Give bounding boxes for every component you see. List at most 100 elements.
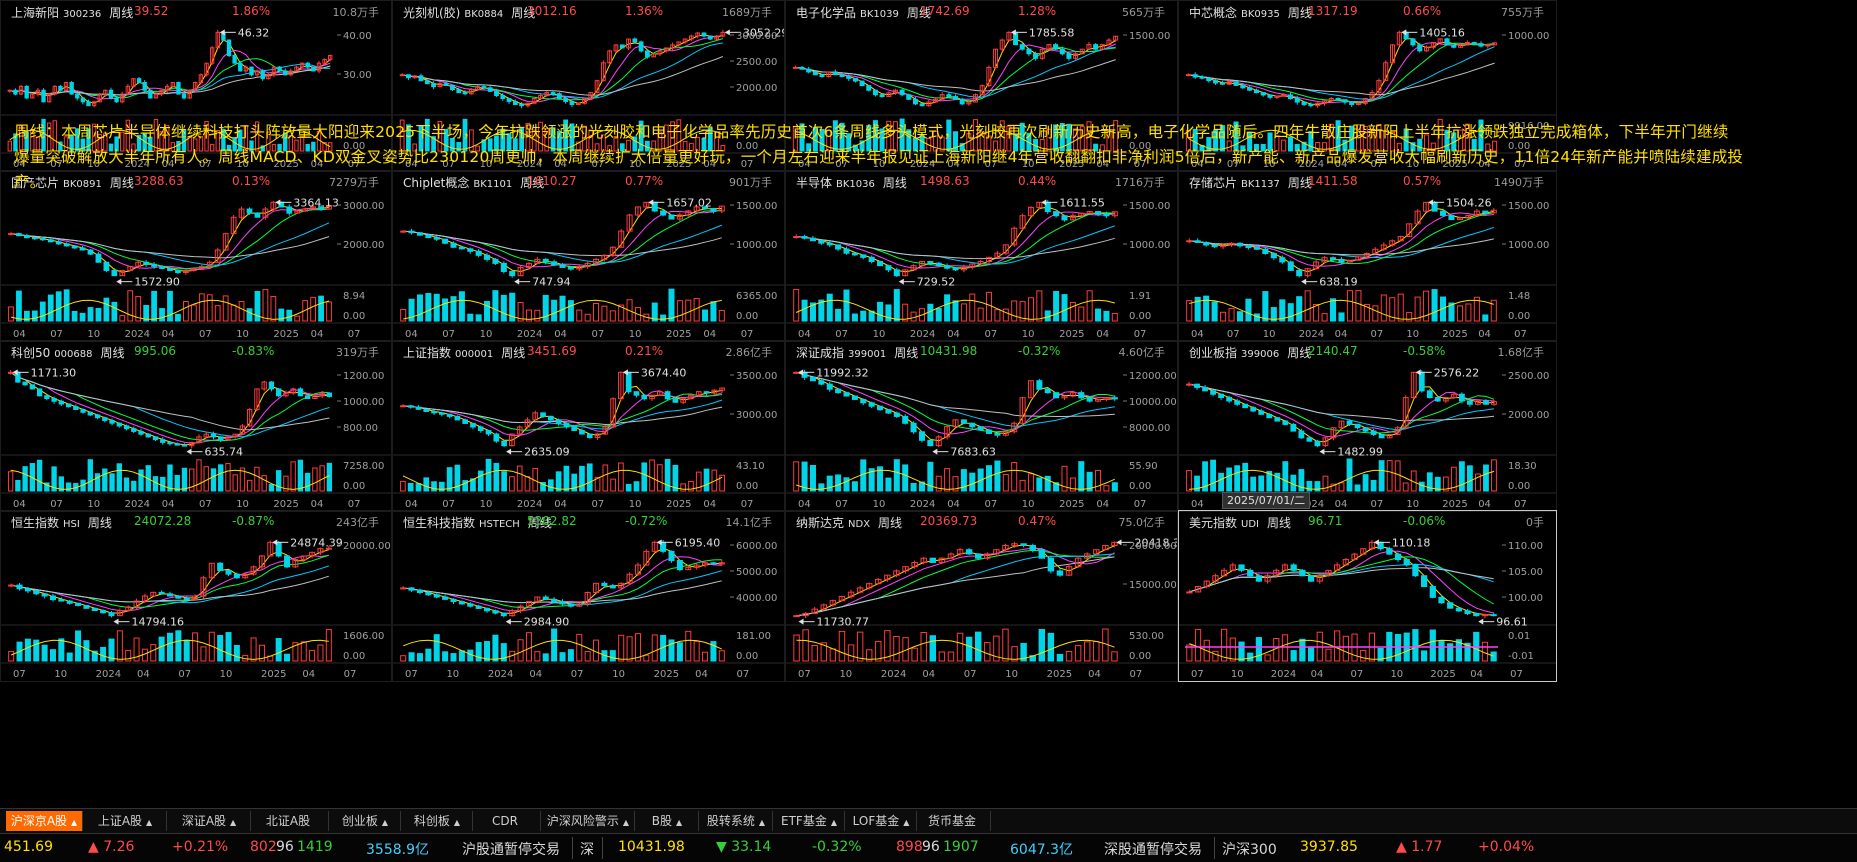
volume-bar bbox=[1362, 126, 1368, 152]
volume-bar bbox=[305, 143, 310, 152]
volume-bar bbox=[462, 118, 468, 152]
tab-dropdown-icon[interactable]: ▲ bbox=[758, 818, 766, 827]
tab-dropdown-icon[interactable]: ▲ bbox=[830, 818, 837, 827]
candle bbox=[1338, 420, 1345, 429]
chart-panel[interactable]: 24874.39 14794.16 20000.00 1606.00 0.00 07 10 2… bbox=[0, 510, 392, 682]
time-axis-label: 07 bbox=[344, 669, 357, 680]
chart-panel[interactable]: 11992.32 7683.63 12000.00 10000.00 8000.00 55… bbox=[785, 340, 1178, 512]
tab-3[interactable]: 北证A股 bbox=[252, 811, 329, 831]
candle bbox=[1424, 46, 1430, 52]
code-text: NDX bbox=[848, 519, 871, 530]
tab-6[interactable]: CDR bbox=[474, 811, 541, 831]
candle bbox=[249, 66, 254, 76]
candle bbox=[425, 591, 432, 596]
price-axis-label: 2000.00 bbox=[1508, 410, 1549, 421]
candle bbox=[423, 408, 430, 412]
tab-dropdown-icon[interactable]: ▲ bbox=[903, 818, 910, 827]
period-text: 周线 bbox=[894, 346, 919, 360]
candle bbox=[910, 265, 917, 271]
tab-8[interactable]: B股 ▲ bbox=[636, 811, 699, 831]
sh-connect-notice[interactable]: 沪股通暂停交易 bbox=[462, 842, 560, 858]
chart-panel[interactable]: 1405.16 1000.00 9916.00 0.00 04 07 10 2024 04 07 1… bbox=[1178, 0, 1557, 172]
chart-panel[interactable]: 1504.26 638.19 1500.00 1000.00 1.48 0.00 04 07 1… bbox=[1178, 170, 1557, 342]
candle bbox=[71, 245, 78, 249]
volume-bar bbox=[1346, 290, 1353, 322]
volume-bar bbox=[233, 644, 240, 662]
tab-9[interactable]: 股转系统 ▲ bbox=[700, 811, 773, 831]
candle bbox=[1194, 586, 1202, 593]
time-axis-label: 07 bbox=[1134, 159, 1147, 170]
candle bbox=[1414, 210, 1421, 225]
tab-10[interactable]: ETF基金 ▲ bbox=[774, 811, 845, 831]
candle bbox=[1403, 559, 1410, 566]
candle bbox=[610, 398, 616, 428]
tab-dropdown-icon[interactable]: ▲ bbox=[146, 818, 153, 827]
tab-2[interactable]: 深证A股 ▲ bbox=[168, 811, 251, 831]
volume-bar bbox=[1282, 461, 1289, 492]
volume-bar bbox=[1444, 129, 1450, 152]
time-axis-label: 07 bbox=[737, 669, 750, 680]
chart-panel[interactable]: 3674.40 2635.09 3500.00 3000.00 43.10 0.00 04 0… bbox=[392, 340, 785, 512]
tab-5[interactable]: 科创板 ▲ bbox=[402, 811, 473, 831]
tab-dropdown-icon[interactable]: ▲ bbox=[453, 818, 461, 827]
tab-1[interactable]: 上证A股 ▲ bbox=[84, 811, 167, 831]
candle bbox=[806, 68, 812, 73]
candle bbox=[79, 247, 86, 251]
volume-bar bbox=[1266, 470, 1273, 492]
name-text: 美元指数 bbox=[1189, 516, 1238, 530]
chart-panel[interactable]: 110.18 96.61 110.00 105.00 100.00 0.01 -0.01 07… bbox=[1178, 510, 1557, 682]
chart-panel[interactable]: 1611.55 729.52 1500.00 1000.00 1.91 0.00 04 07 1… bbox=[785, 170, 1178, 342]
candle bbox=[571, 426, 578, 431]
last-price: 3012.16 bbox=[527, 4, 577, 18]
time-axis-label: 04 bbox=[1191, 499, 1204, 510]
candle bbox=[1185, 74, 1191, 77]
chart-panel[interactable]: 1657.02 747.94 1500.00 1000.00 6365.00 0.00 04… bbox=[392, 170, 785, 342]
candle bbox=[58, 85, 63, 91]
candle bbox=[1386, 433, 1393, 439]
candle bbox=[1247, 569, 1254, 577]
volume-bar bbox=[1047, 632, 1055, 662]
candle bbox=[952, 419, 959, 428]
tab-7[interactable]: 沪深风险警示 ▲ bbox=[542, 811, 635, 831]
peak-label: 1405.16 bbox=[1419, 26, 1465, 39]
tab-dropdown-icon[interactable]: ▲ bbox=[622, 818, 630, 827]
chart-panel[interactable]: 3052.29 3000.00 2500.00 2000.00 0.00 04 07 10 20… bbox=[392, 0, 785, 172]
chart-panel[interactable]: 20418.3111730.7720000.0015000.00530.000.… bbox=[785, 510, 1178, 682]
time-axis-label: 2025 bbox=[666, 329, 691, 340]
tab-dropdown-icon[interactable]: ▲ bbox=[381, 818, 389, 827]
tab-4[interactable]: 创业板 ▲ bbox=[330, 811, 401, 831]
candle bbox=[1192, 74, 1198, 78]
candle bbox=[1233, 81, 1239, 86]
candle bbox=[446, 413, 453, 417]
volume-bar bbox=[1491, 459, 1497, 492]
kline-chart: 1171.30635.741200.001000.00800.007258.00… bbox=[1, 366, 391, 510]
tab-dropdown-icon[interactable]: ▲ bbox=[230, 818, 237, 827]
tab-11[interactable]: LOF基金 ▲ bbox=[846, 811, 917, 831]
chart-panel[interactable]: 46.32 40.00 30.00 0.00 04 07 10 2024 04 07 10 2025 0… bbox=[0, 0, 392, 172]
chart-panel[interactable]: 6195.40 2984.90 6000.00 5000.00 4000.00 181.0… bbox=[392, 510, 785, 682]
chart-panel[interactable]: 2576.221482.992500.002000.0018.300.00040… bbox=[1178, 340, 1557, 512]
tab-0[interactable]: 沪深京A股 ▲ bbox=[6, 811, 83, 831]
volume: 1716万手 bbox=[1115, 176, 1165, 189]
candle bbox=[1186, 591, 1193, 594]
sz-connect-notice[interactable]: 深股通暂停交易 bbox=[1104, 842, 1202, 858]
candle bbox=[868, 256, 875, 263]
chart-panel[interactable]: 3364.13 1572.90 3000.00 2000.00 8.94 0.00 04 07… bbox=[0, 170, 392, 342]
chart-panel[interactable]: 1171.30 635.74 1200.00 1000.00 800.00 7258.00… bbox=[0, 340, 392, 512]
candle bbox=[852, 77, 858, 82]
kline-chart: 2576.221482.992500.002000.0018.300.00040… bbox=[1179, 366, 1556, 510]
tab-12[interactable]: 货币基金 bbox=[918, 811, 991, 831]
tab-dropdown-icon[interactable]: ▲ bbox=[676, 818, 683, 827]
candle bbox=[87, 411, 93, 416]
volume-bar bbox=[322, 141, 327, 152]
volume-bar bbox=[1065, 650, 1073, 662]
chart-panel[interactable]: 1785.58 1500.00 0.00 04 07 10 2024 04 07 10 2025 04… bbox=[785, 0, 1178, 172]
candle bbox=[670, 44, 675, 49]
price-axis-label: 100.00 bbox=[1508, 593, 1543, 604]
volume-bar bbox=[1321, 142, 1328, 152]
volume-bar bbox=[39, 301, 46, 322]
tab-dropdown-icon[interactable]: ▲ bbox=[71, 818, 78, 827]
candle bbox=[80, 97, 86, 103]
volume-bar bbox=[563, 465, 570, 492]
volume-bar bbox=[664, 458, 671, 492]
